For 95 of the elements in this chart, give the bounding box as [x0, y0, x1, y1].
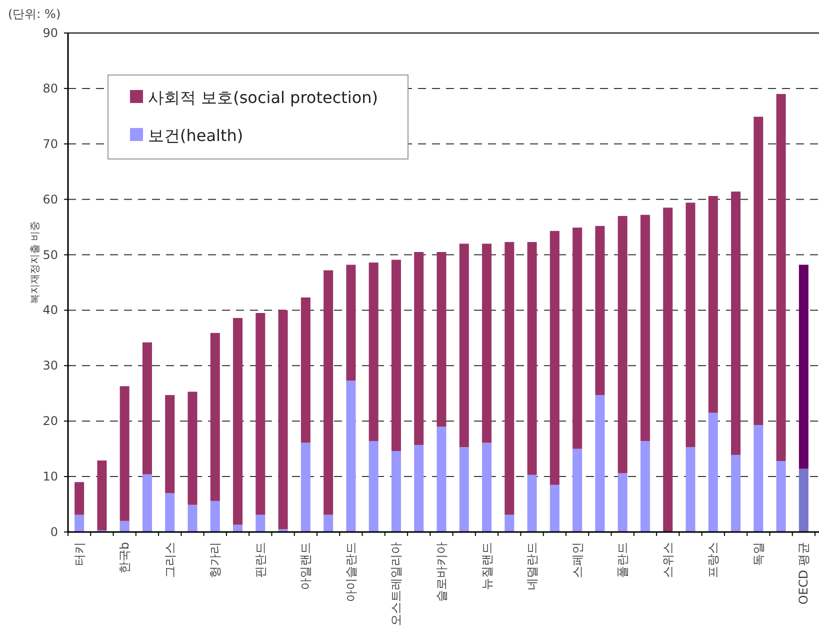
y-tick-label: 40 [42, 303, 58, 318]
bar [504, 514, 514, 532]
y-tick-label: 10 [42, 470, 58, 484]
bar [346, 380, 356, 532]
x-tick-label: OECD 평균 [796, 542, 811, 604]
bar [640, 214, 650, 442]
bar [663, 208, 673, 532]
bar [798, 264, 808, 469]
bar [640, 441, 650, 532]
bar [436, 252, 446, 427]
bar [618, 473, 628, 532]
bar [550, 484, 560, 532]
y-tick-label: 80 [42, 81, 58, 96]
y-axis-title: 복지재정지출 비중 [30, 220, 41, 304]
bar [595, 395, 605, 532]
bar [300, 297, 310, 443]
bar [459, 447, 469, 532]
bar [459, 244, 469, 448]
bar [120, 520, 130, 532]
y-tick-label: 30 [42, 358, 58, 373]
x-tick-label: 스위스 [660, 542, 675, 578]
legend-label: 보건(health) [148, 126, 244, 145]
bar [595, 226, 605, 396]
x-tick-label: 뉴질랜드 [480, 542, 494, 590]
text: (단위: %) [8, 7, 61, 21]
x-tick-label: 독일 [751, 542, 766, 566]
bar [256, 514, 266, 532]
bar [776, 94, 786, 462]
bar [572, 228, 582, 449]
bar [414, 444, 424, 532]
bar [210, 332, 220, 501]
bar [165, 493, 175, 532]
x-tick-label: 아일랜드 [298, 542, 313, 590]
bar [324, 270, 334, 515]
bar [527, 474, 537, 532]
x-tick-label: 그리스 [162, 542, 177, 578]
bar [391, 451, 401, 532]
y-tick-label: 0 [50, 525, 58, 539]
bar [256, 312, 266, 515]
bar [368, 441, 378, 532]
x-tick-label: 아이슬란드 [344, 542, 358, 602]
bar [527, 242, 537, 475]
bar [436, 426, 446, 532]
bar [233, 318, 243, 525]
bar [754, 424, 764, 532]
legend-label: 사회적 보호(social protection) [148, 88, 378, 107]
bar [165, 395, 175, 494]
bar [731, 454, 741, 532]
bar [188, 504, 198, 532]
bar [708, 196, 718, 413]
bar [572, 448, 582, 532]
bar [618, 216, 628, 474]
bar [210, 500, 220, 532]
y-tick-label: 20 [42, 414, 58, 428]
bar [482, 442, 492, 532]
bar [482, 244, 492, 443]
bar [368, 262, 378, 442]
bar [414, 252, 424, 445]
bar [731, 192, 741, 455]
bar [550, 230, 560, 485]
bar [686, 202, 696, 448]
bar [686, 447, 696, 532]
bar [300, 442, 310, 532]
x-tick-label: 슬로바키아 [434, 542, 448, 602]
y-tick-label: 50 [42, 248, 58, 262]
bar [142, 342, 152, 474]
bar [74, 514, 84, 532]
x-tick-label: 핀란드 [253, 542, 268, 578]
bar [324, 514, 334, 532]
x-tick-label: 오스트레일리아 [389, 542, 404, 626]
bar [391, 260, 401, 452]
y-tick-label: 90 [42, 26, 58, 40]
bar [708, 412, 718, 532]
x-tick-label: 폴란드 [616, 542, 630, 578]
x-tick-label: 프랑스 [706, 542, 720, 578]
bar [188, 392, 198, 505]
bar [74, 482, 84, 515]
x-tick-label: 스페인 [570, 542, 584, 578]
bar [798, 468, 808, 532]
bar [97, 460, 107, 530]
bar [346, 264, 356, 381]
bar [754, 116, 764, 425]
bar [120, 386, 130, 521]
y-tick-label: 60 [42, 192, 58, 206]
x-tick-label: 네덜란드 [525, 542, 540, 590]
x-tick-label: 한국b [118, 542, 132, 574]
x-tick-label: 터키 [72, 542, 86, 566]
bar [278, 310, 288, 530]
bar [776, 461, 786, 532]
y-tick-label: 70 [42, 136, 58, 151]
x-tick-label: 헝가리 [208, 542, 222, 578]
bar [142, 474, 152, 532]
bar [233, 524, 243, 532]
bar [278, 529, 288, 532]
bar [504, 242, 514, 515]
